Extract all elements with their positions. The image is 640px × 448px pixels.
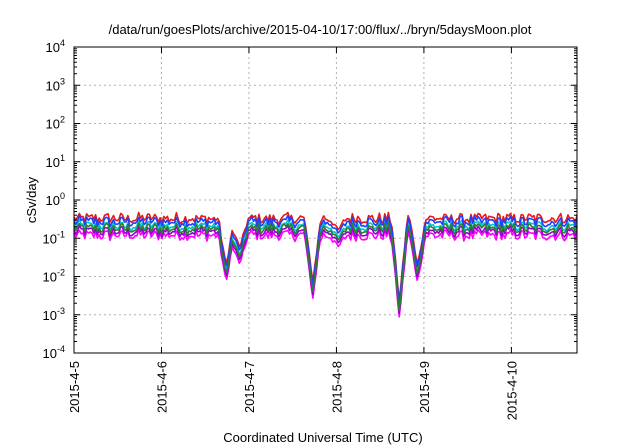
x-ticks: 2015-4-5 2015-4-6 2015-4-7 2015-4-8 2015-4-9…	[67, 47, 519, 420]
series-line	[73, 228, 578, 318]
x-tick-label: 2015-4-7	[242, 361, 257, 413]
x-tick-label: 2015-4-8	[329, 361, 344, 413]
y-tick-label: 10-2	[43, 268, 65, 285]
series-line	[73, 222, 578, 311]
y-tick-label: 101	[46, 153, 65, 170]
x-tick-label: 2015-4-5	[67, 361, 82, 413]
y-tick-label: 100	[46, 191, 65, 208]
y-tick-label: 10-1	[43, 229, 65, 246]
series-line	[73, 214, 578, 305]
y-tick-label: 102	[46, 115, 65, 132]
series-line	[73, 224, 578, 314]
y-tick-label: 103	[46, 76, 65, 93]
chart-title: /data/run/goesPlots/archive/2015-04-10/1…	[108, 22, 532, 37]
series-line	[73, 211, 578, 301]
grid-lines	[73, 47, 577, 353]
y-tick-label: 104	[46, 38, 65, 55]
y-tick-label: 10-4	[43, 344, 65, 361]
x-tick-label: 2015-4-10	[504, 361, 519, 420]
x-axis-label: Coordinated Universal Time (UTC)	[223, 430, 422, 445]
y-tick-label: 10-3	[43, 306, 65, 323]
series-lines	[73, 211, 578, 318]
x-tick-label: 2015-4-9	[417, 361, 432, 413]
y-axis-label: cSv/day	[24, 176, 39, 223]
x-tick-label: 2015-4-6	[154, 361, 169, 413]
